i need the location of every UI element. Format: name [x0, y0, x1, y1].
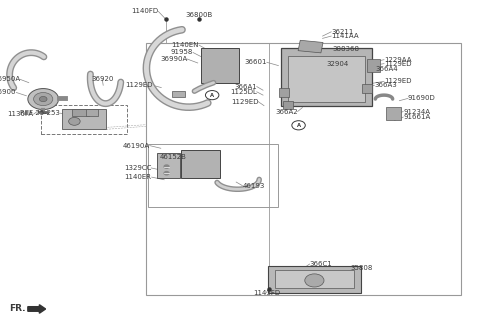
Text: 36211: 36211 [331, 29, 354, 35]
Text: 366A2: 366A2 [275, 109, 298, 114]
Text: 35808: 35808 [350, 265, 373, 271]
Text: 366A1: 366A1 [234, 84, 257, 90]
Text: 388368: 388368 [332, 46, 359, 52]
FancyBboxPatch shape [281, 48, 372, 106]
Text: 91690D: 91690D [408, 95, 436, 101]
FancyBboxPatch shape [275, 270, 354, 289]
Text: 46190A: 46190A [122, 143, 150, 149]
Text: FR.: FR. [9, 304, 25, 314]
Text: 1329CC: 1329CC [124, 165, 151, 171]
Text: 36601: 36601 [244, 59, 267, 65]
Text: 46152B: 46152B [159, 154, 186, 160]
FancyBboxPatch shape [201, 48, 239, 83]
Circle shape [164, 172, 169, 175]
FancyBboxPatch shape [298, 40, 323, 53]
Text: 36990A: 36990A [160, 56, 187, 62]
Circle shape [28, 89, 59, 110]
Circle shape [34, 92, 53, 106]
Text: 36900: 36900 [0, 90, 16, 95]
Text: 1229AA: 1229AA [384, 57, 411, 63]
Text: 91234A: 91234A [403, 109, 430, 114]
Text: 1129ED: 1129ED [125, 82, 153, 88]
Text: 1129ED: 1129ED [231, 99, 258, 105]
Text: 1141AA: 1141AA [331, 33, 359, 39]
Text: 46193: 46193 [242, 183, 265, 189]
Text: 1140FD: 1140FD [131, 9, 158, 14]
FancyBboxPatch shape [279, 88, 289, 97]
Text: 91661A: 91661A [403, 114, 431, 120]
Circle shape [69, 117, 80, 125]
Text: 1129ED: 1129ED [384, 78, 411, 84]
Text: 1140ER: 1140ER [125, 174, 152, 180]
Text: REF 25-253: REF 25-253 [20, 110, 60, 116]
FancyBboxPatch shape [367, 59, 380, 72]
FancyBboxPatch shape [72, 109, 89, 116]
FancyBboxPatch shape [62, 109, 106, 129]
Text: 36950A: 36950A [0, 76, 20, 82]
Circle shape [292, 121, 305, 130]
Text: A: A [210, 92, 214, 98]
Bar [148, 144, 278, 207]
Text: 91958: 91958 [170, 50, 193, 55]
Circle shape [39, 96, 47, 102]
Text: 366C1: 366C1 [310, 261, 332, 267]
Text: 36800B: 36800B [186, 12, 213, 18]
Text: 32904: 32904 [326, 61, 348, 67]
FancyBboxPatch shape [283, 101, 293, 109]
Circle shape [164, 165, 169, 168]
Text: 36920: 36920 [91, 76, 113, 82]
Text: 1143FD: 1143FD [253, 290, 280, 296]
Polygon shape [28, 305, 46, 313]
Text: A: A [297, 123, 300, 128]
Text: 1125DL: 1125DL [230, 89, 257, 95]
FancyBboxPatch shape [288, 56, 365, 102]
Circle shape [205, 91, 219, 100]
FancyBboxPatch shape [181, 150, 220, 178]
Text: 366A4: 366A4 [375, 66, 398, 72]
FancyBboxPatch shape [86, 109, 98, 116]
Text: 1140EN: 1140EN [172, 42, 199, 48]
FancyBboxPatch shape [362, 84, 372, 92]
Text: 1130FA: 1130FA [8, 111, 34, 117]
Bar [41, 105, 127, 134]
FancyBboxPatch shape [268, 266, 361, 293]
Text: 1129ED: 1129ED [384, 61, 411, 67]
Bar [146, 43, 461, 295]
Circle shape [305, 274, 324, 287]
Text: 366A3: 366A3 [374, 82, 397, 88]
FancyBboxPatch shape [157, 153, 180, 178]
FancyBboxPatch shape [386, 107, 401, 120]
FancyBboxPatch shape [172, 91, 185, 97]
